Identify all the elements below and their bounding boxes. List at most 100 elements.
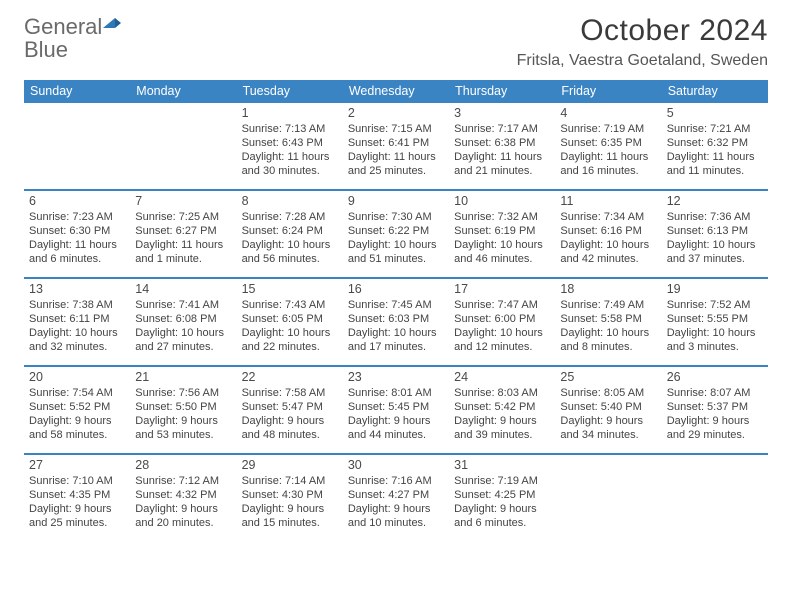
- sunset-text: Sunset: 6:43 PM: [242, 136, 338, 150]
- daylight-text: Daylight: 11 hours and 25 minutes.: [348, 150, 444, 178]
- daylight-text: Daylight: 10 hours and 17 minutes.: [348, 326, 444, 354]
- day-info: Sunrise: 7:41 AMSunset: 6:08 PMDaylight:…: [135, 298, 231, 354]
- calendar-page: General Blue October 2024 Fritsla, Vaest…: [0, 0, 792, 551]
- sunset-text: Sunset: 6:11 PM: [29, 312, 125, 326]
- day-number: 25: [560, 370, 656, 384]
- sunrise-text: Sunrise: 7:41 AM: [135, 298, 231, 312]
- daylight-text: Daylight: 10 hours and 3 minutes.: [667, 326, 763, 354]
- day-cell: 1Sunrise: 7:13 AMSunset: 6:43 PMDaylight…: [237, 103, 343, 189]
- day-cell: 14 Sunrise: 7:41 AMSunset: 6:08 PMDayligh…: [130, 279, 236, 365]
- sunset-text: Sunset: 5:40 PM: [560, 400, 656, 414]
- day-cell: 15Sunrise: 7:43 AMSunset: 6:05 PMDayligh…: [237, 279, 343, 365]
- weekday-header-cell: Thursday: [449, 80, 555, 103]
- day-info: Sunrise: 8:03 AMSunset: 5:42 PMDaylight:…: [454, 386, 550, 442]
- day-number: 30: [348, 458, 444, 472]
- sunrise-text: Sunrise: 7:23 AM: [29, 210, 125, 224]
- day-cell: 31Sunrise: 7:19 AMSunset: 4:25 PMDayligh…: [449, 455, 555, 541]
- day-number: 1: [242, 106, 338, 120]
- sunset-text: Sunset: 6:03 PM: [348, 312, 444, 326]
- day-cell: 11Sunrise: 7:34 AMSunset: 6:16 PMDayligh…: [555, 191, 661, 277]
- day-number: 5: [667, 106, 763, 120]
- sunrise-text: Sunrise: 7:14 AM: [242, 474, 338, 488]
- day-cell: 5 Sunrise: 7:21 AMSunset: 6:32 PMDaylight…: [662, 103, 768, 189]
- sunset-text: Sunset: 4:25 PM: [454, 488, 550, 502]
- day-number: 11: [560, 194, 656, 208]
- sunrise-text: Sunrise: 7:52 AM: [667, 298, 763, 312]
- daylight-text: Daylight: 9 hours and 29 minutes.: [667, 414, 763, 442]
- sunrise-text: Sunrise: 7:19 AM: [560, 122, 656, 136]
- daylight-text: Daylight: 10 hours and 8 minutes.: [560, 326, 656, 354]
- day-number: 8: [242, 194, 338, 208]
- day-number: 31: [454, 458, 550, 472]
- day-number: 18: [560, 282, 656, 296]
- week-row: 1Sunrise: 7:13 AMSunset: 6:43 PMDaylight…: [24, 103, 768, 189]
- day-info: Sunrise: 8:07 AMSunset: 5:37 PMDaylight:…: [667, 386, 763, 442]
- daylight-text: Daylight: 9 hours and 58 minutes.: [29, 414, 125, 442]
- day-cell: 21Sunrise: 7:56 AMSunset: 5:50 PMDayligh…: [130, 367, 236, 453]
- daylight-text: Daylight: 9 hours and 25 minutes.: [29, 502, 125, 530]
- day-number: 9: [348, 194, 444, 208]
- day-info: Sunrise: 7:19 AMSunset: 6:35 PMDaylight:…: [560, 122, 656, 178]
- day-info: Sunrise: 7:12 AMSunset: 4:32 PMDaylight:…: [135, 474, 231, 530]
- weekday-header-cell: Wednesday: [343, 80, 449, 103]
- day-number: 13: [29, 282, 125, 296]
- day-info: Sunrise: 7:28 AMSunset: 6:24 PMDaylight:…: [242, 210, 338, 266]
- daylight-text: Daylight: 10 hours and 46 minutes.: [454, 238, 550, 266]
- sunrise-text: Sunrise: 7:15 AM: [348, 122, 444, 136]
- daylight-text: Daylight: 9 hours and 39 minutes.: [454, 414, 550, 442]
- weekday-header-row: SundayMondayTuesdayWednesdayThursdayFrid…: [24, 80, 768, 103]
- day-cell: 8 Sunrise: 7:28 AMSunset: 6:24 PMDaylight…: [237, 191, 343, 277]
- day-info: Sunrise: 7:52 AMSunset: 5:55 PMDaylight:…: [667, 298, 763, 354]
- weekday-header-cell: Sunday: [24, 80, 130, 103]
- sunset-text: Sunset: 5:52 PM: [29, 400, 125, 414]
- sunrise-text: Sunrise: 7:54 AM: [29, 386, 125, 400]
- day-number: 23: [348, 370, 444, 384]
- day-number: 15: [242, 282, 338, 296]
- day-cell: 17Sunrise: 7:47 AMSunset: 6:00 PMDayligh…: [449, 279, 555, 365]
- sunrise-text: Sunrise: 7:45 AM: [348, 298, 444, 312]
- day-number: 29: [242, 458, 338, 472]
- sunset-text: Sunset: 6:22 PM: [348, 224, 444, 238]
- sunset-text: Sunset: 6:35 PM: [560, 136, 656, 150]
- day-cell: 26Sunrise: 8:07 AMSunset: 5:37 PMDayligh…: [662, 367, 768, 453]
- day-cell: 4 Sunrise: 7:19 AMSunset: 6:35 PMDaylight…: [555, 103, 661, 189]
- week-row: 27Sunrise: 7:10 AMSunset: 4:35 PMDayligh…: [24, 453, 768, 541]
- sunset-text: Sunset: 4:27 PM: [348, 488, 444, 502]
- day-info: Sunrise: 8:01 AMSunset: 5:45 PMDaylight:…: [348, 386, 444, 442]
- sunset-text: Sunset: 5:55 PM: [667, 312, 763, 326]
- day-cell: 13Sunrise: 7:38 AMSunset: 6:11 PMDayligh…: [24, 279, 130, 365]
- weekday-header-cell: Saturday: [662, 80, 768, 103]
- day-cell: 10Sunrise: 7:32 AMSunset: 6:19 PMDayligh…: [449, 191, 555, 277]
- day-number: 22: [242, 370, 338, 384]
- day-cell: 27Sunrise: 7:10 AMSunset: 4:35 PMDayligh…: [24, 455, 130, 541]
- day-info: Sunrise: 7:30 AMSunset: 6:22 PMDaylight:…: [348, 210, 444, 266]
- sunset-text: Sunset: 6:27 PM: [135, 224, 231, 238]
- sunset-text: Sunset: 6:00 PM: [454, 312, 550, 326]
- sunrise-text: Sunrise: 7:32 AM: [454, 210, 550, 224]
- day-cell: 18Sunrise: 7:49 AMSunset: 5:58 PMDayligh…: [555, 279, 661, 365]
- weekday-header-cell: Tuesday: [237, 80, 343, 103]
- sunrise-text: Sunrise: 7:56 AM: [135, 386, 231, 400]
- sunrise-text: Sunrise: 7:12 AM: [135, 474, 231, 488]
- day-info: Sunrise: 7:17 AMSunset: 6:38 PMDaylight:…: [454, 122, 550, 178]
- sunrise-text: Sunrise: 7:28 AM: [242, 210, 338, 224]
- sunrise-text: Sunrise: 7:47 AM: [454, 298, 550, 312]
- sunrise-text: Sunrise: 7:19 AM: [454, 474, 550, 488]
- day-number: 4: [560, 106, 656, 120]
- sunrise-text: Sunrise: 8:05 AM: [560, 386, 656, 400]
- day-cell: 19Sunrise: 7:52 AMSunset: 5:55 PMDayligh…: [662, 279, 768, 365]
- empty-cell: [662, 455, 768, 541]
- sunrise-text: Sunrise: 7:21 AM: [667, 122, 763, 136]
- daylight-text: Daylight: 10 hours and 42 minutes.: [560, 238, 656, 266]
- week-row: 6Sunrise: 7:23 AMSunset: 6:30 PMDaylight…: [24, 189, 768, 277]
- sunset-text: Sunset: 5:42 PM: [454, 400, 550, 414]
- day-cell: 3Sunrise: 7:17 AMSunset: 6:38 PMDaylight…: [449, 103, 555, 189]
- day-info: Sunrise: 7:25 AMSunset: 6:27 PMDaylight:…: [135, 210, 231, 266]
- day-cell: 20Sunrise: 7:54 AMSunset: 5:52 PMDayligh…: [24, 367, 130, 453]
- day-number: 14: [135, 282, 231, 296]
- day-info: Sunrise: 7:21 AMSunset: 6:32 PMDaylight:…: [667, 122, 763, 178]
- day-info: Sunrise: 7:10 AMSunset: 4:35 PMDaylight:…: [29, 474, 125, 530]
- sunrise-text: Sunrise: 8:01 AM: [348, 386, 444, 400]
- day-cell: 25Sunrise: 8:05 AMSunset: 5:40 PMDayligh…: [555, 367, 661, 453]
- day-cell: 22Sunrise: 7:58 AMSunset: 5:47 PMDayligh…: [237, 367, 343, 453]
